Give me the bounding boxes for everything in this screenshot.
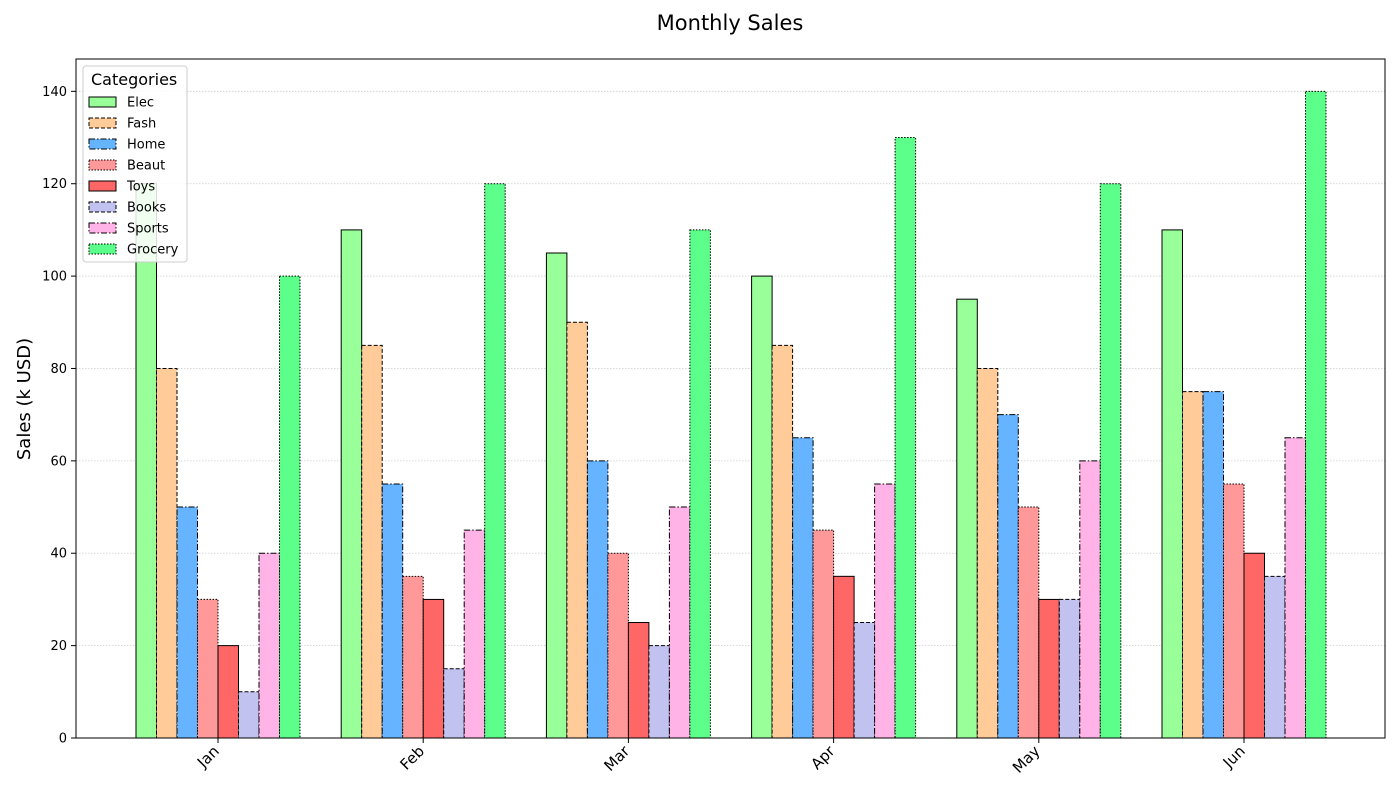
y-tick-label: 40 <box>50 547 67 562</box>
bar-beaut-may <box>1017 506 1040 739</box>
grid-lines <box>76 90 1385 647</box>
bar-fash-mar <box>566 321 588 739</box>
bar-home-feb <box>381 483 404 739</box>
bar-grocery-mar <box>689 229 711 739</box>
bar-fash-apr <box>771 344 794 739</box>
bar-books-may <box>1058 598 1081 739</box>
x-tick-label: May <box>1009 742 1044 777</box>
bar-grocery-may <box>1099 183 1122 739</box>
legend-label: Toys <box>126 180 155 195</box>
bar-grocery-jan <box>279 275 301 739</box>
bars <box>135 90 1327 739</box>
bar-toys-mar <box>627 622 650 739</box>
legend-box <box>82 65 188 263</box>
bar-home-apr <box>792 437 814 739</box>
chart-title: Monthly Sales <box>657 11 804 35</box>
bar-toys-feb <box>422 598 445 739</box>
bar-fash-jan <box>156 367 178 739</box>
legend-swatch <box>88 180 117 192</box>
legend-swatch <box>88 201 117 213</box>
y-tick-label: 120 <box>42 177 67 192</box>
legend-label: Home <box>127 138 165 153</box>
bar-grocery-jun <box>1305 90 1327 739</box>
bar-beaut-jan <box>197 598 219 739</box>
x-tick-label: Mar <box>600 742 633 775</box>
legend-label: Elec <box>127 96 154 111</box>
bar-grocery-apr <box>894 137 917 739</box>
legend-label: Grocery <box>127 243 179 258</box>
bar-home-jun <box>1202 391 1224 739</box>
bar-toys-may <box>1038 598 1060 739</box>
bar-toys-jan <box>217 645 239 739</box>
bar-elec-mar <box>545 252 568 739</box>
bar-books-feb <box>443 668 465 739</box>
legend-label: Fash <box>127 117 156 132</box>
y-tick-label: 80 <box>50 362 67 377</box>
bar-elec-apr <box>751 275 773 739</box>
bar-sports-jun <box>1284 437 1306 739</box>
legend-swatch <box>88 243 117 255</box>
plot-frame <box>75 58 1386 739</box>
y-tick-label: 100 <box>42 270 67 285</box>
bar-home-may <box>997 414 1019 739</box>
legend-swatch <box>88 138 117 150</box>
x-tick-label: Jun <box>1219 742 1249 772</box>
bar-books-jan <box>238 691 260 739</box>
bar-books-jun <box>1264 575 1286 739</box>
legend-swatch <box>88 159 117 171</box>
bar-fash-may <box>976 367 999 739</box>
bar-elec-jun <box>1161 229 1183 739</box>
bar-sports-mar <box>668 506 691 739</box>
bar-beaut-mar <box>607 552 629 739</box>
bar-sports-jan <box>258 552 280 739</box>
legend-swatch <box>88 96 117 108</box>
x-axis-ticks: Jan Feb Mar Apr May Jun <box>193 738 1249 777</box>
bar-sports-apr <box>874 483 896 739</box>
bar-elec-feb <box>340 229 363 739</box>
bar-home-mar <box>586 460 609 739</box>
bar-sports-may <box>1079 460 1101 739</box>
bar-toys-jun <box>1243 552 1265 739</box>
y-axis-ticks: 0 20 40 60 80 100 120 140 <box>42 85 76 747</box>
x-tick-label: Jan <box>193 742 223 772</box>
bar-sports-feb <box>463 529 486 739</box>
y-tick-label: 60 <box>50 454 67 469</box>
legend-label: Beaut <box>127 159 165 174</box>
bar-beaut-jun <box>1223 483 1245 739</box>
bar-beaut-apr <box>812 529 835 739</box>
bar-books-mar <box>648 645 670 739</box>
y-tick-label: 20 <box>50 639 67 654</box>
legend-title: Categories <box>91 70 177 89</box>
legend: Categories Elec Fash Home Beaut Toys Books Spor… <box>82 65 188 263</box>
legend-swatch <box>88 117 117 129</box>
legend-label: Sports <box>127 222 169 237</box>
legend-swatch <box>88 222 117 234</box>
y-tick-label: 0 <box>59 732 67 747</box>
x-tick-label: Apr <box>807 742 839 774</box>
bar-grocery-feb <box>484 183 506 739</box>
bar-fash-feb <box>361 344 383 739</box>
bar-toys-apr <box>833 575 855 739</box>
bar-elec-jan <box>135 183 157 739</box>
x-tick-label: Feb <box>397 742 429 774</box>
bar-home-jan <box>176 506 198 739</box>
bar-beaut-feb <box>402 575 424 739</box>
bar-elec-may <box>956 298 978 739</box>
y-axis-label: Sales (k USD) <box>14 338 35 460</box>
bar-fash-jun <box>1182 391 1204 739</box>
legend-label: Books <box>127 201 166 216</box>
y-tick-label: 140 <box>42 85 67 100</box>
bar-books-apr <box>853 622 876 739</box>
